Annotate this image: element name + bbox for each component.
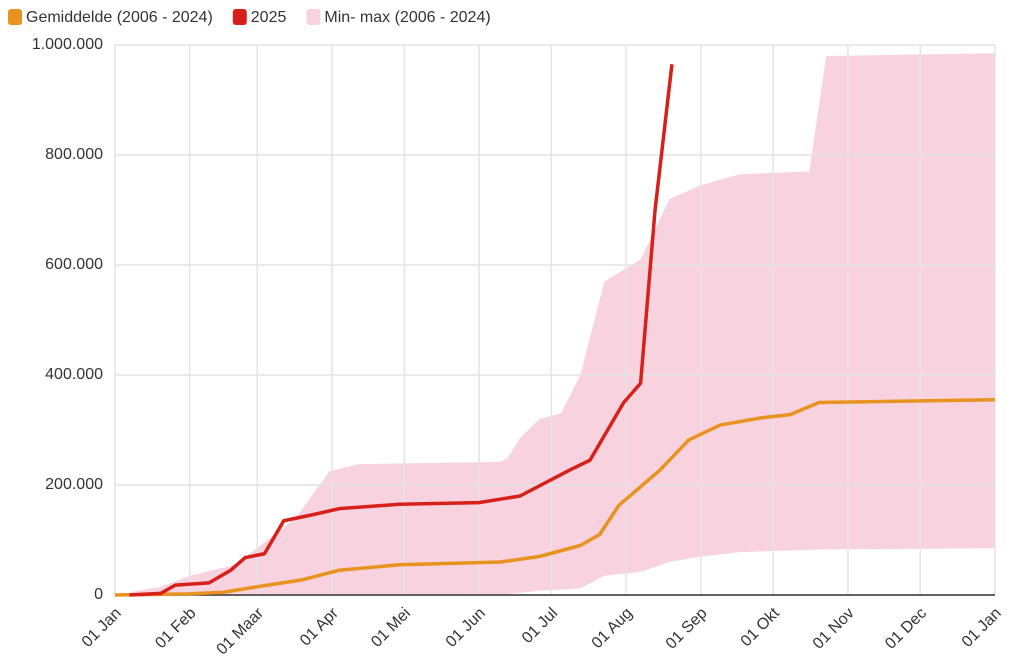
min-max-band (129, 53, 995, 595)
legend-label: Gemiddelde (2006 - 2024) (26, 9, 213, 26)
x-tick-label: 01 Maar (214, 604, 268, 658)
grid-layer (114, 44, 996, 596)
x-tick-label: 01 Jan (959, 605, 1005, 651)
x-tick-label: 01 Jul (519, 605, 561, 647)
x-tick-label: 01 Dec (882, 605, 930, 653)
legend-label: Min- max (2006 - 2024) (324, 9, 490, 26)
x-tick-label: 01 Feb (152, 605, 199, 652)
x-tick-label: 01 Mei (368, 605, 414, 651)
y-tick-label: 800.000 (45, 146, 103, 163)
x-tick-label: 01 Sep (663, 605, 711, 653)
y-tick-label: 200.000 (45, 476, 103, 493)
x-tick-label: 01 Apr (297, 604, 342, 649)
x-tick-label: 01 Nov (810, 605, 858, 653)
x-tick-label: 01 Jan (79, 605, 125, 651)
band-layer (129, 53, 995, 595)
legend-swatch (232, 9, 247, 25)
y-tick-label: 400.000 (45, 366, 103, 383)
y-tick-label: 0 (94, 586, 103, 603)
series-line (114, 398, 996, 597)
series-line (129, 64, 674, 597)
legend-swatch (306, 9, 321, 25)
y-tick-label: 1.000.000 (32, 36, 103, 53)
legend-label: 2025 (251, 9, 287, 26)
x-tick-label: 01 Okt (738, 604, 784, 650)
x-tick-label: 01 Jun (443, 605, 489, 651)
y-tick-label: 600.000 (45, 256, 103, 273)
legend-swatch (8, 9, 22, 25)
x-tick-label: 01 Aug (589, 605, 636, 652)
line-layer (114, 64, 996, 597)
